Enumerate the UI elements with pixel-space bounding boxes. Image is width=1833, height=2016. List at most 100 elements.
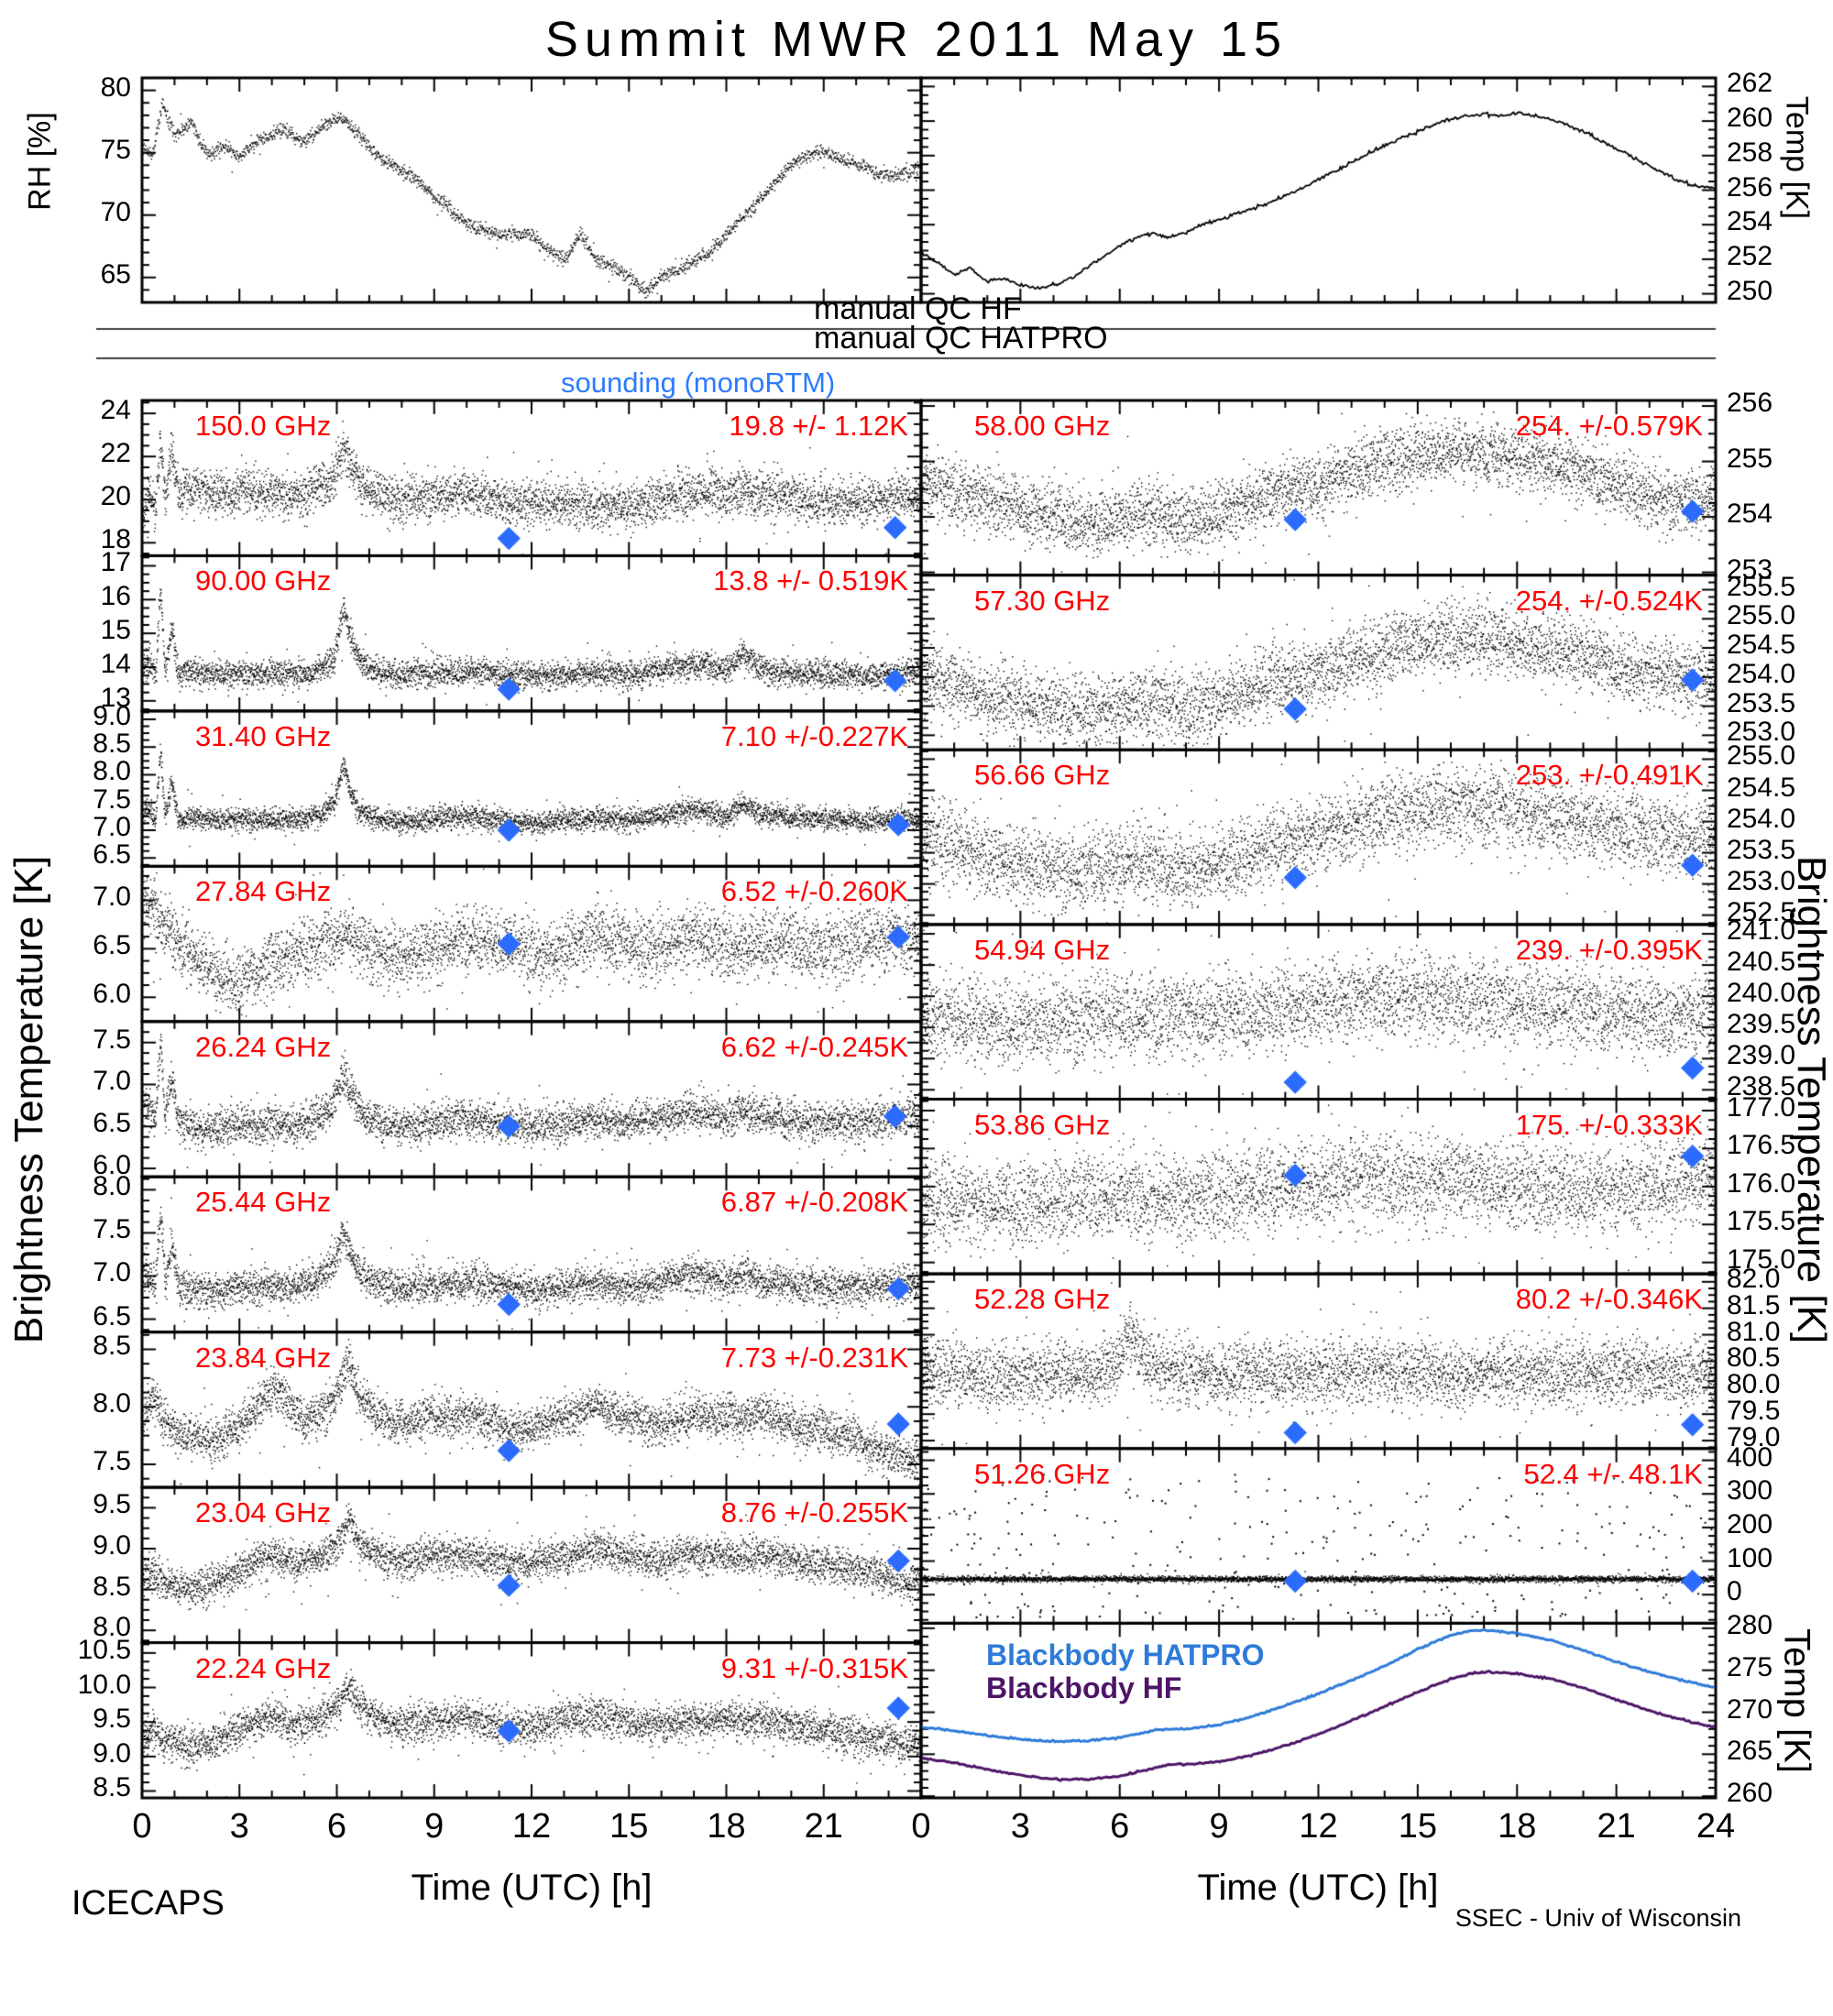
y-tick-label: 7.5	[93, 1214, 131, 1245]
y-tick-label: 20	[100, 481, 131, 512]
panel-stat-label: 13.8 +/- 0.519K	[713, 564, 908, 597]
panel-freq-label: 56.66 GHz	[974, 759, 1111, 792]
x-tick-label: 21	[804, 1807, 843, 1846]
y-tick-label: 253.0	[1727, 717, 1796, 748]
y-tick-label: 13	[100, 682, 131, 713]
y-tick-label: 70	[100, 196, 131, 227]
qc-hatpro-label: manual QC HATPRO	[814, 321, 1108, 356]
blackbody-hatpro-legend: Blackbody HATPRO	[986, 1638, 1265, 1671]
y-tick-label: 254.5	[1727, 630, 1796, 661]
y-tick-label: 260	[1727, 1778, 1773, 1809]
y-tick-label: 8.0	[93, 756, 131, 787]
y-tick-label: 8.0	[93, 1388, 131, 1419]
y-tick-label: 8.5	[93, 1772, 131, 1803]
y-tick-label: 8.5	[93, 1331, 131, 1362]
y-tick-label: 7.0	[93, 1257, 131, 1288]
panel-stat-label: 175. +/-0.333K	[1515, 1108, 1703, 1141]
panel-stat-label: 52.4 +/- 48.1K	[1523, 1457, 1703, 1490]
panel-stat-label: 6.87 +/-0.208K	[720, 1186, 908, 1219]
panel-stat-label: 7.73 +/-0.231K	[720, 1341, 908, 1374]
panel-stat-label: 6.62 +/-0.245K	[720, 1030, 908, 1063]
panel-freq-label: 31.40 GHz	[195, 719, 332, 752]
y-tick-label: 79.5	[1727, 1396, 1781, 1427]
x-tick-label: 6	[1110, 1807, 1130, 1846]
panel-freq-label: 27.84 GHz	[195, 875, 332, 908]
qc-hf-label: manual QC HF	[814, 291, 1022, 326]
panel-stat-label: 254. +/-0.579K	[1515, 410, 1703, 442]
y-tick-label: 254	[1727, 499, 1773, 530]
panel-freq-label: 22.24 GHz	[195, 1651, 332, 1684]
y-tick-label: 252.5	[1727, 896, 1796, 927]
y-tick-label: 8.5	[93, 1571, 131, 1602]
y-tick-label: 9.5	[93, 1704, 131, 1735]
x-tick-label: 9	[1209, 1807, 1229, 1846]
y-tick-label: 6.5	[93, 1108, 131, 1139]
y-tick-label: 8.0	[93, 1612, 131, 1643]
x-tick-label: 3	[229, 1807, 249, 1846]
panel-stat-label: 9.31 +/-0.315K	[720, 1651, 908, 1684]
y-tick-label: 10.5	[77, 1634, 131, 1665]
y-tick-label: 270	[1727, 1693, 1773, 1725]
y-tick-label: 9.0	[93, 700, 131, 731]
y-tick-label: 81.5	[1727, 1289, 1781, 1320]
y-tick-label: 18	[100, 524, 131, 555]
y-tick-label: 250	[1727, 275, 1773, 306]
y-tick-label: 255.0	[1727, 600, 1796, 631]
panel-stat-label: 19.8 +/- 1.12K	[729, 410, 908, 442]
y-tick-label: 254.5	[1727, 772, 1796, 803]
y-tick-label: 300	[1727, 1475, 1773, 1507]
y-tick-label: 238.5	[1727, 1071, 1796, 1102]
x-tick-label: 15	[609, 1807, 649, 1846]
y-tick-label: 255.5	[1727, 571, 1796, 602]
x-tick-label: 21	[1597, 1807, 1636, 1846]
y-tick-label: 7.0	[93, 882, 131, 913]
y-tick-label: 7.0	[93, 811, 131, 842]
y-tick-label: 252	[1727, 240, 1773, 271]
y-tick-label: 256	[1727, 388, 1773, 419]
x-axis-label-right: Time (UTC) [h]	[1197, 1868, 1439, 1908]
panel-stat-label: 80.2 +/-0.346K	[1515, 1283, 1703, 1316]
x-tick-label: 15	[1398, 1807, 1438, 1846]
y-tick-label: 6.5	[93, 839, 131, 871]
panel-freq-label: 90.00 GHz	[195, 564, 332, 597]
x-axis-label-left: Time (UTC) [h]	[411, 1868, 653, 1908]
y-tick-label: 200	[1727, 1508, 1773, 1539]
y-tick-label: 9.0	[93, 1737, 131, 1769]
y-tick-label: 9.5	[93, 1489, 131, 1520]
y-tick-label: 400	[1727, 1441, 1773, 1473]
panel-freq-label: 25.44 GHz	[195, 1186, 332, 1219]
y-tick-label: 175.5	[1727, 1206, 1796, 1237]
page-title: Summit MWR 2011 May 15	[544, 12, 1289, 67]
y-tick-label: 6.0	[93, 979, 131, 1010]
y-tick-label: 9.0	[93, 1529, 131, 1561]
y-tick-label: 6.0	[93, 1150, 131, 1181]
y-tick-label: 80.5	[1727, 1342, 1781, 1374]
temp-bottom-axis-label: Temp [K]	[1776, 1628, 1817, 1773]
panel-freq-label: 26.24 GHz	[195, 1030, 332, 1063]
panel-freq-label: 52.28 GHz	[974, 1283, 1111, 1316]
x-tick-label: 12	[511, 1807, 552, 1846]
x-tick-label: 9	[424, 1807, 445, 1846]
y-tick-label: 253.5	[1727, 687, 1796, 718]
panel-freq-label: 57.30 GHz	[974, 584, 1111, 617]
panel-freq-label: 54.94 GHz	[974, 933, 1111, 966]
y-tick-label: 239.0	[1727, 1040, 1796, 1071]
y-tick-label: 7.5	[93, 1024, 131, 1055]
y-tick-label: 81.0	[1727, 1316, 1781, 1347]
panel-freq-label: 150.0 GHz	[195, 410, 332, 442]
y-tick-label: 79.0	[1727, 1422, 1781, 1453]
y-tick-label: 280	[1727, 1609, 1773, 1640]
y-tick-label: 255.0	[1727, 740, 1796, 772]
y-tick-label: 8.0	[93, 1171, 131, 1202]
y-tick-label: 10.0	[77, 1669, 131, 1700]
panel-stat-label: 7.10 +/-0.227K	[720, 719, 908, 752]
y-tick-label: 6.5	[93, 1300, 131, 1331]
y-tick-label: 8.5	[93, 729, 131, 760]
y-tick-label: 275	[1727, 1651, 1773, 1682]
panel-freq-label: 53.86 GHz	[974, 1108, 1111, 1141]
y-tick-label: 254	[1727, 206, 1773, 237]
panel-freq-label: 58.00 GHz	[974, 410, 1111, 442]
x-tick-label: 12	[1299, 1807, 1338, 1846]
